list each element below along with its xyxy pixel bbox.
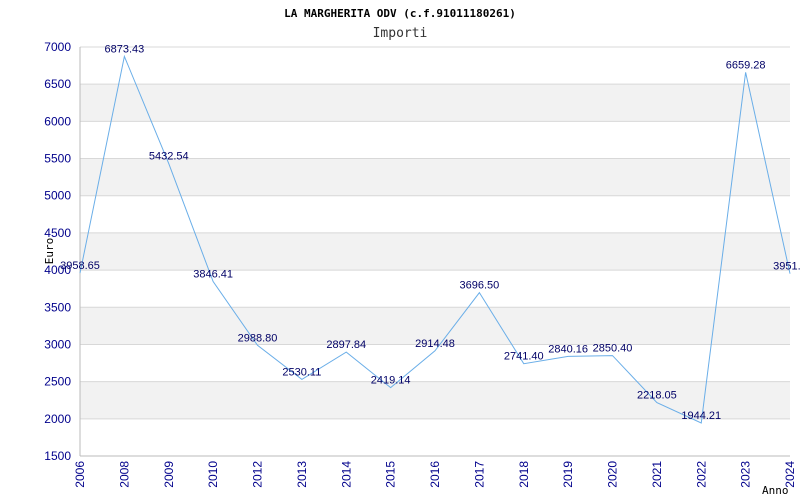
x-axis-label: Anno	[762, 484, 789, 497]
y-tick-label: 7000	[44, 40, 71, 54]
x-tick-label: 2013	[295, 461, 309, 488]
x-tick-label: 2010	[206, 461, 220, 488]
data-label: 2741.40	[504, 351, 544, 363]
y-tick-label: 3500	[44, 300, 71, 314]
chart-subtitle: Importi	[373, 26, 428, 41]
data-label: 1944.21	[681, 410, 721, 422]
data-label: 6659.28	[726, 59, 766, 71]
grid-lines	[80, 46, 790, 457]
x-tick-labels: 2006 2008 2009 2010 2012 2013 2014 2015 2016 2017…	[73, 461, 797, 488]
y-tick-label: 6500	[44, 77, 71, 91]
data-label: 6873.43	[104, 43, 144, 55]
x-tick-label: 2021	[650, 461, 664, 488]
data-label: 3951.5	[773, 261, 800, 273]
x-tick-label: 2024	[783, 461, 797, 488]
grid-band	[80, 307, 790, 345]
data-label: 2850.40	[593, 343, 633, 355]
grid-band	[80, 158, 790, 196]
y-tick-label: 5500	[44, 152, 71, 166]
y-axis-label: Euro	[43, 238, 56, 265]
y-tick-label: 3000	[44, 337, 71, 351]
grid-band	[80, 381, 790, 419]
x-tick-label: 2017	[472, 461, 486, 488]
y-tick-label: 2000	[44, 412, 71, 426]
x-tick-label: 2016	[428, 461, 442, 488]
x-tick-label: 2019	[561, 461, 575, 488]
y-tick-label: 4000	[44, 263, 71, 277]
x-tick-label: 2022	[694, 461, 708, 488]
x-tick-label: 2014	[339, 461, 353, 488]
x-tick-label: 2018	[517, 461, 531, 488]
data-label: 2218.05	[637, 390, 677, 402]
data-label: 5432.54	[149, 151, 189, 163]
y-tick-labels: 1500 2000 2500 3000 3500 4000 4500 5000 5500 6000…	[44, 40, 71, 463]
series-line	[79, 54, 791, 424]
data-label: 3846.41	[193, 269, 233, 281]
y-tick-label: 6000	[44, 114, 71, 128]
x-tick-label: 2023	[739, 461, 753, 488]
x-tick-label: 2012	[251, 461, 265, 488]
grid-band	[80, 232, 790, 271]
x-tick-label: 2008	[117, 461, 131, 488]
data-label: 2530.11	[282, 366, 321, 378]
x-tick-label: 2015	[384, 461, 398, 488]
data-label: 3696.50	[459, 280, 499, 292]
y-tick-label: 2500	[44, 375, 71, 389]
y-tick-label: 4500	[44, 226, 71, 240]
data-label: 3958.65	[60, 260, 100, 272]
x-tick-label: 2006	[73, 461, 87, 488]
x-tick-label: 2009	[162, 461, 176, 488]
x-tick-label: 2020	[606, 461, 620, 488]
data-label: 2897.84	[326, 339, 366, 351]
y-tick-label: 1500	[44, 449, 71, 463]
data-label: 2419.14	[371, 375, 411, 387]
data-label: 2914.48	[415, 338, 455, 350]
grid-bands	[80, 84, 790, 419]
data-label: 2840.16	[548, 343, 588, 355]
data-labels: 3958.65 6873.43 5432.54 3846.41 2988.80 2530.…	[60, 43, 800, 422]
y-tick-label: 5000	[44, 189, 71, 203]
chart-title: LA MARGHERITA ODV (c.f.91011180261)	[284, 7, 516, 20]
grid-band	[80, 84, 790, 122]
data-label: 2988.80	[238, 332, 278, 344]
